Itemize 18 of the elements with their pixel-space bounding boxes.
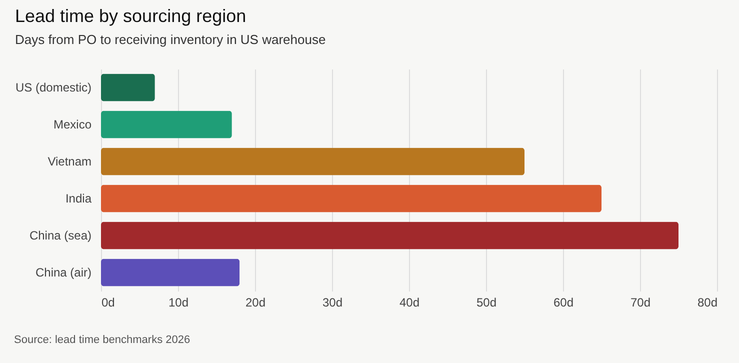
y-tick-label: China (sea) [29,228,92,242]
x-tick-label: 80d [697,296,718,310]
y-tick-label: US (domestic) [15,80,92,94]
source-note: Source: lead time benchmarks 2026 [14,334,190,346]
x-tick-label: 0d [102,296,115,310]
x-tick-label: 30d [322,296,343,310]
x-tick-label: 50d [476,296,497,310]
y-tick-label: Vietnam [48,154,92,168]
chart-subtitle: Days from PO to receiving inventory in US warehouse [14,32,326,47]
y-tick-label: China (air) [35,266,92,280]
chart-title: Lead time by sourcing region [14,6,246,26]
y-tick-label: Mexico [53,118,92,132]
x-tick-label: 60d [553,296,574,310]
x-tick-label: 20d [245,296,266,310]
x-tick-label: 40d [399,296,420,310]
x-tick-label: 70d [630,296,651,310]
x-tick-label: 10d [168,296,189,310]
y-tick-label: India [65,192,92,206]
